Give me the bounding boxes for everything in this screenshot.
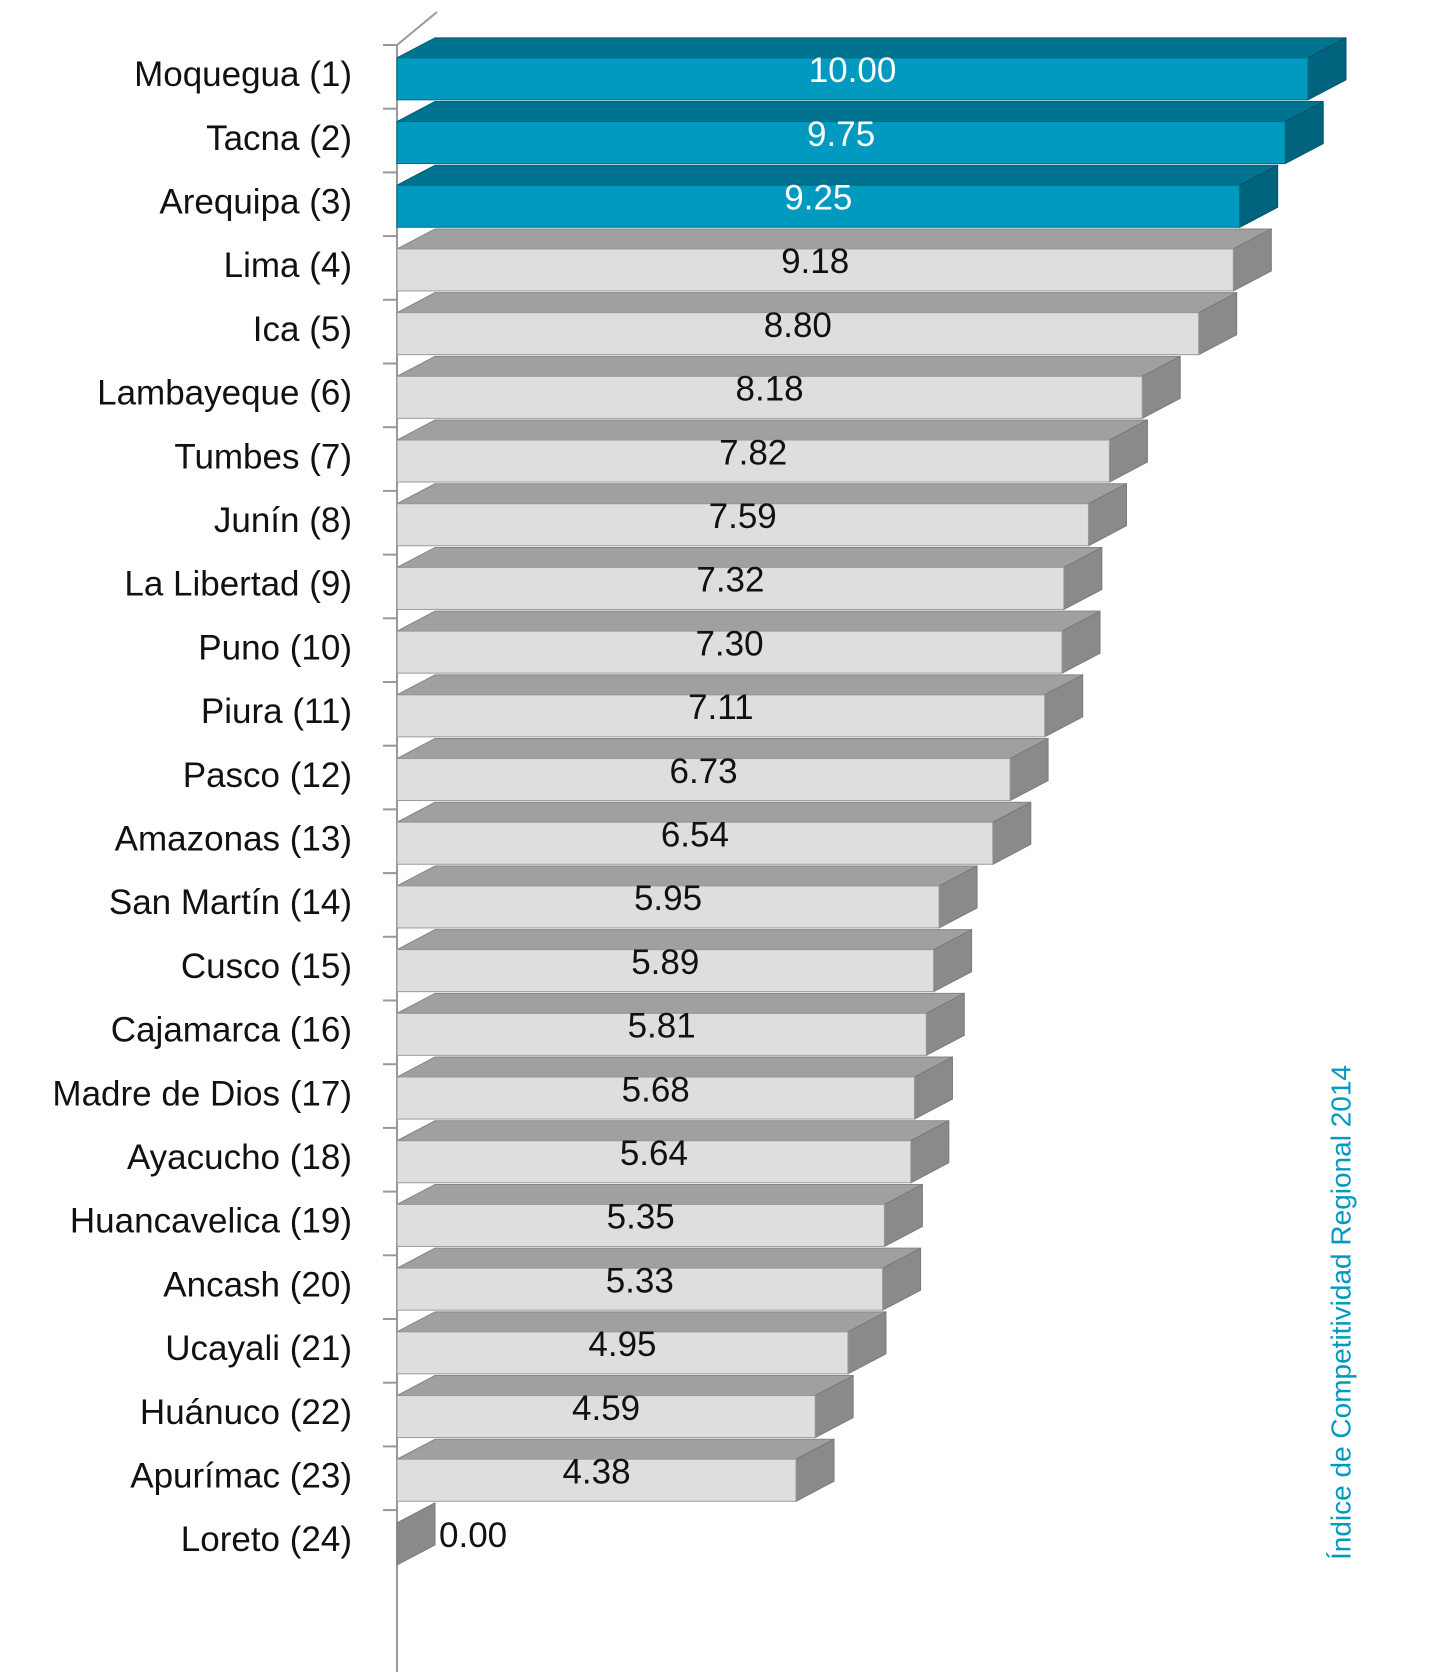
category-label: Lima (4) <box>224 246 352 285</box>
bar <box>396 1458 797 1502</box>
category-label: Puno (10) <box>198 628 352 667</box>
category-label: Amazonas (13) <box>115 820 352 859</box>
bar <box>396 184 1241 228</box>
value-label: 8.18 <box>736 370 804 409</box>
bar <box>396 758 1011 802</box>
category-label: Arequipa (3) <box>159 183 352 222</box>
value-label: 7.30 <box>695 624 763 663</box>
category-label: Piura (11) <box>201 692 352 731</box>
bar <box>396 885 940 929</box>
bar <box>396 375 1143 419</box>
value-label: 5.64 <box>620 1134 688 1173</box>
value-label: 5.33 <box>606 1261 674 1300</box>
category-label: Loreto (24) <box>181 1520 352 1559</box>
axis-depth <box>396 11 438 46</box>
value-label: 9.25 <box>784 179 852 218</box>
category-label: Lambayeque (6) <box>97 374 352 413</box>
value-label: 4.95 <box>588 1325 656 1364</box>
bar <box>396 1012 927 1056</box>
value-label: 9.75 <box>807 115 875 154</box>
value-label: 9.18 <box>781 242 849 281</box>
value-label: 6.54 <box>661 816 729 855</box>
category-label: Moquegua (1) <box>134 55 352 94</box>
bar <box>396 248 1234 292</box>
category-label: Tacna (2) <box>206 119 352 158</box>
value-label: 5.95 <box>634 879 702 918</box>
bar <box>396 1203 885 1247</box>
value-label: 4.38 <box>562 1453 630 1492</box>
category-label: Huancavelica (19) <box>70 1202 352 1241</box>
value-label: 5.68 <box>622 1070 690 1109</box>
category-label: Cusco (15) <box>181 947 352 986</box>
bar <box>396 694 1046 738</box>
bar <box>396 566 1065 610</box>
category-label: Ica (5) <box>253 310 352 349</box>
category-label: Madre de Dios (17) <box>52 1074 352 1113</box>
bar <box>396 57 1309 101</box>
bar <box>396 1395 816 1439</box>
category-label: Ancash (20) <box>163 1265 352 1304</box>
bar-side <box>396 1502 436 1566</box>
value-label: 0.00 <box>439 1516 507 1555</box>
value-label: 6.73 <box>669 752 737 791</box>
bar <box>396 1331 849 1375</box>
bar <box>396 312 1200 356</box>
category-label: San Martín (14) <box>109 883 352 922</box>
bar <box>396 630 1063 674</box>
bar <box>396 439 1110 483</box>
value-label: 5.89 <box>631 943 699 982</box>
value-label: 8.80 <box>764 306 832 345</box>
value-label: 7.11 <box>688 688 754 727</box>
value-label: 10.00 <box>809 51 897 90</box>
value-label: 7.59 <box>709 497 777 536</box>
value-label: 5.35 <box>607 1198 675 1237</box>
category-label: Pasco (12) <box>183 756 352 795</box>
bar <box>396 1140 912 1184</box>
bar <box>396 503 1089 547</box>
bar <box>396 121 1286 165</box>
value-label: 7.82 <box>719 433 787 472</box>
bar <box>396 949 935 993</box>
category-label: Apurímac (23) <box>130 1457 352 1496</box>
category-label: Junín (8) <box>214 501 352 540</box>
bar <box>396 1076 915 1120</box>
category-label: Cajamarca (16) <box>111 1011 352 1050</box>
annotation: Índice de Competitividad Regional 2014 <box>1325 1065 1356 1560</box>
value-label: 7.32 <box>696 561 764 600</box>
category-label: Huánuco (22) <box>140 1393 352 1432</box>
category-label: Ayacucho (18) <box>127 1138 352 1177</box>
category-label: La Libertad (9) <box>124 565 352 604</box>
bar <box>396 1267 884 1311</box>
bar <box>396 821 994 865</box>
category-label: Ucayali (21) <box>165 1329 352 1368</box>
category-label: Tumbes (7) <box>174 437 352 476</box>
value-label: 5.81 <box>628 1007 696 1046</box>
value-label: 4.59 <box>572 1389 640 1428</box>
